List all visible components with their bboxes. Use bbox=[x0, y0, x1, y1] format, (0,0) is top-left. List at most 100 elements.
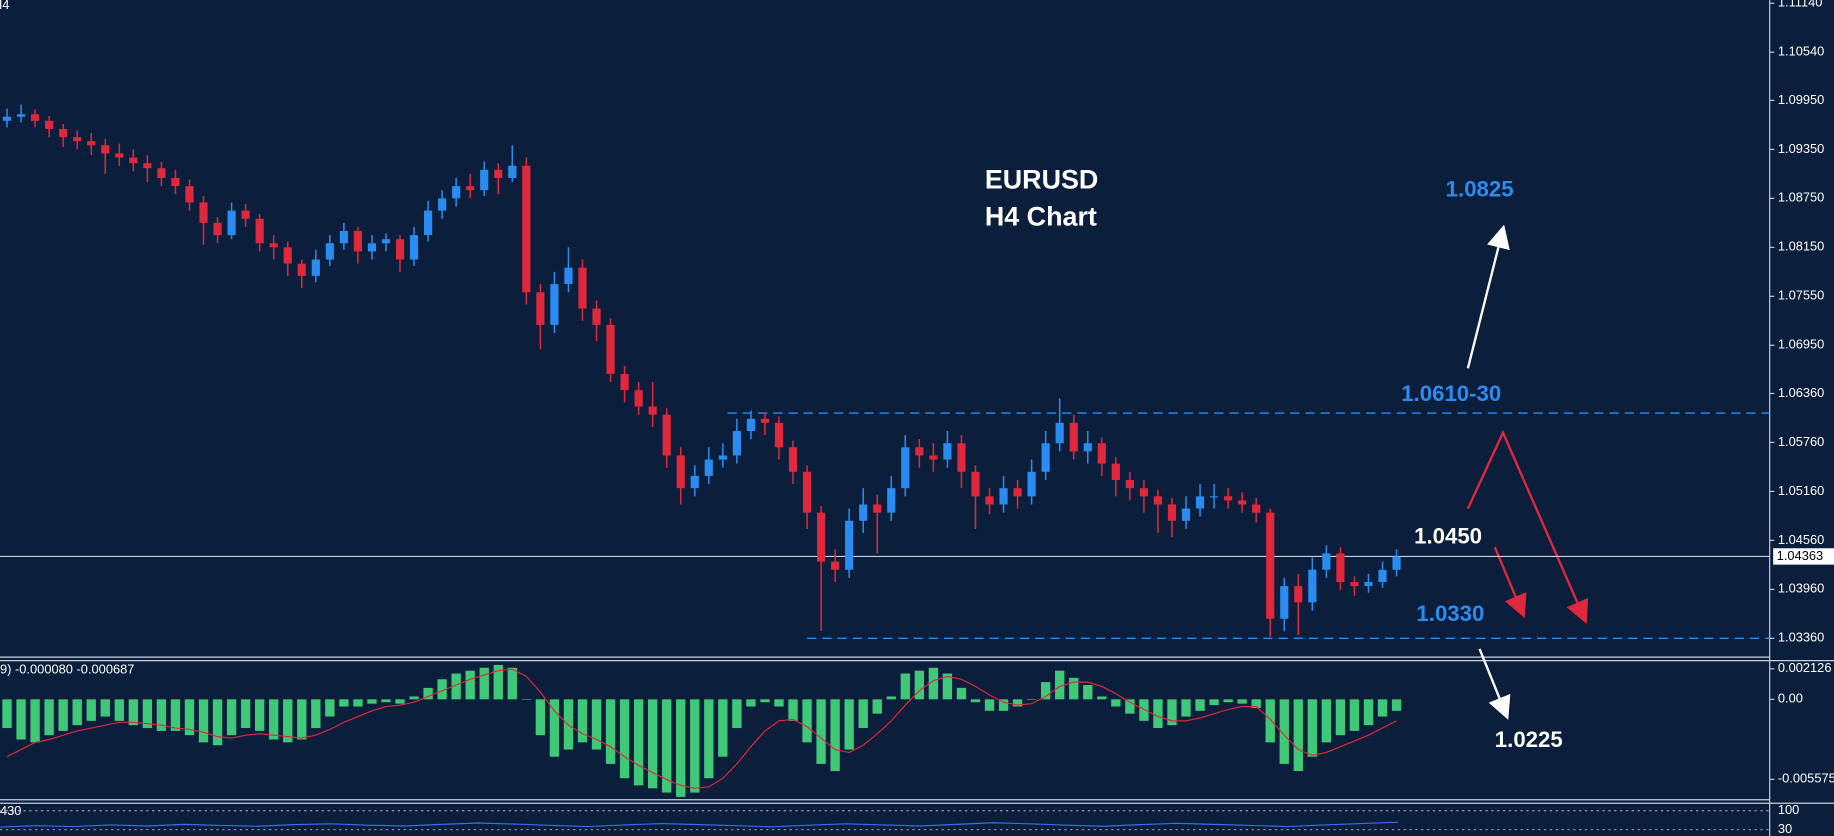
candle-body bbox=[859, 504, 868, 521]
candle-body bbox=[760, 418, 770, 423]
candle-body bbox=[185, 186, 194, 203]
y-tick-label: -0.005575 bbox=[1778, 771, 1834, 786]
macd-bar bbox=[914, 670, 925, 700]
candle-body bbox=[452, 186, 461, 199]
candle-body bbox=[746, 418, 756, 431]
candle-body bbox=[676, 455, 685, 489]
macd-bar bbox=[465, 670, 475, 700]
target-label: 1.0825 bbox=[1446, 176, 1514, 201]
signal-line bbox=[6, 668, 1397, 789]
arrows bbox=[1466, 224, 1589, 720]
macd-bar bbox=[254, 699, 265, 731]
macd-bar bbox=[746, 699, 756, 707]
last-price-box bbox=[1773, 548, 1834, 565]
y-tick-label: 1.06360 bbox=[1778, 385, 1824, 400]
candle-body bbox=[845, 520, 854, 570]
candle-body bbox=[1252, 504, 1261, 513]
candle-body bbox=[957, 443, 966, 472]
candle-body bbox=[480, 169, 489, 191]
y-tick-label: 1.06950 bbox=[1778, 337, 1824, 352]
macd-bar bbox=[493, 664, 503, 700]
macd-bar bbox=[900, 673, 910, 700]
candle-body bbox=[1195, 496, 1205, 509]
y-tick-label: 0.002126 bbox=[1778, 660, 1832, 675]
candle-body bbox=[171, 177, 180, 187]
candle-body bbox=[283, 247, 292, 264]
candle-body bbox=[1041, 443, 1050, 472]
candle-body bbox=[732, 430, 741, 456]
macd-bar bbox=[395, 699, 405, 704]
target-label: 1.0225 bbox=[1495, 727, 1563, 752]
macd-bar bbox=[58, 699, 68, 731]
candle-body bbox=[2, 116, 12, 121]
macd-bar bbox=[844, 699, 854, 750]
macd-bar bbox=[1237, 699, 1247, 704]
macd-bar bbox=[928, 667, 939, 700]
candle-body bbox=[59, 128, 68, 138]
candle-body bbox=[367, 243, 377, 252]
macd-bar bbox=[535, 699, 546, 736]
macd-bar bbox=[1391, 699, 1402, 711]
y-tick-label: 1.05760 bbox=[1778, 434, 1824, 449]
macd-bar bbox=[802, 699, 812, 743]
candle-body bbox=[1378, 569, 1387, 583]
y-tick-label: 1.09350 bbox=[1778, 141, 1824, 156]
macd-bar bbox=[788, 699, 798, 721]
candle-body bbox=[887, 488, 896, 513]
arrow-down bbox=[1478, 648, 1511, 720]
macd-bar bbox=[760, 699, 770, 703]
candle-body bbox=[634, 390, 643, 407]
candle-body bbox=[718, 455, 727, 460]
candle-body bbox=[199, 202, 208, 223]
macd-bar bbox=[100, 699, 110, 717]
macd-label: 9) -0.000080 -0.000687 bbox=[0, 661, 134, 676]
arrow-up bbox=[1466, 224, 1510, 369]
y-tick-label: 1.07550 bbox=[1778, 288, 1824, 303]
macd-bar bbox=[1012, 699, 1023, 707]
macd-bar bbox=[970, 699, 981, 703]
macd-bar bbox=[956, 687, 967, 700]
macd-bar bbox=[690, 699, 700, 793]
macd-bar bbox=[170, 699, 181, 731]
candle-body bbox=[1224, 496, 1233, 501]
candle-body bbox=[1266, 512, 1275, 619]
macd-bar bbox=[44, 699, 54, 736]
macd-bar bbox=[732, 699, 742, 729]
candle-body bbox=[648, 406, 657, 415]
macd-bar bbox=[676, 699, 686, 797]
candle-body bbox=[704, 459, 713, 476]
macd-bar bbox=[1111, 699, 1121, 707]
macd-bar bbox=[1349, 699, 1360, 731]
candle-body bbox=[269, 243, 278, 248]
candle-body bbox=[1139, 488, 1149, 497]
macd-bar bbox=[128, 699, 139, 726]
candle-body bbox=[143, 163, 152, 169]
macd-bar bbox=[1279, 699, 1289, 764]
macd-bar bbox=[1293, 699, 1303, 772]
macd-bar bbox=[1321, 699, 1332, 743]
candle-body bbox=[241, 210, 250, 219]
macd-bar bbox=[816, 699, 826, 764]
macd-bar bbox=[1251, 699, 1261, 708]
macd-bar bbox=[1335, 699, 1346, 736]
y-tick-label: 1.08150 bbox=[1778, 239, 1824, 254]
candle-body bbox=[1280, 586, 1289, 619]
candle-body bbox=[592, 308, 601, 325]
candle-body bbox=[438, 198, 447, 211]
macd-bar bbox=[577, 699, 588, 743]
candle-body bbox=[1238, 500, 1247, 505]
candle-body bbox=[255, 218, 264, 244]
candle-body bbox=[690, 475, 699, 489]
candle-body bbox=[73, 137, 82, 142]
macd-bar bbox=[283, 699, 293, 743]
candle-body bbox=[1055, 422, 1064, 444]
candle-body bbox=[915, 447, 924, 456]
macd-bar bbox=[114, 699, 124, 721]
candle-body bbox=[1392, 556, 1401, 570]
macd-bar bbox=[240, 699, 251, 729]
candle-body bbox=[1336, 553, 1345, 583]
candle-body bbox=[101, 145, 110, 154]
macd-bar bbox=[1223, 699, 1233, 703]
macd-bar bbox=[451, 673, 461, 700]
